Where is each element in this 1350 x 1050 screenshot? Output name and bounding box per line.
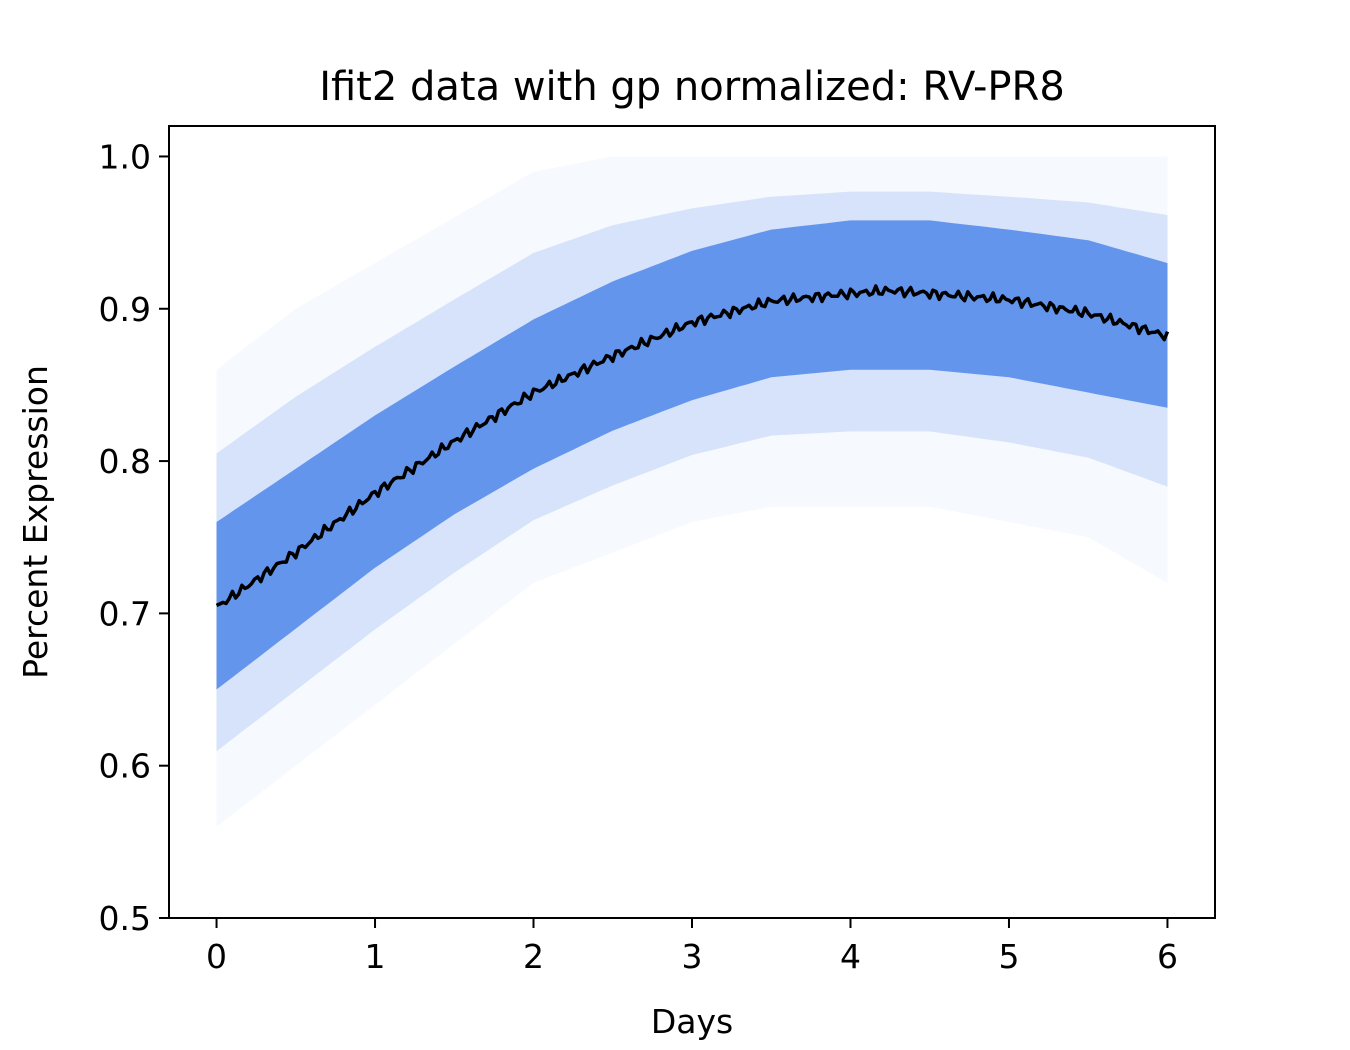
y-tick-label: 0.5 [99, 899, 151, 938]
mean-line [215, 284, 1170, 608]
x-tick-label: 2 [523, 937, 544, 976]
chart-title: Ifit2 data with gp normalized: RV-PR8 [319, 64, 1065, 110]
y-axis: 0.5 0.6 0.7 0.8 0.9 1.0 [99, 137, 169, 938]
sample-band-core [216, 220, 1168, 690]
y-axis-label: Percent Expression [16, 365, 55, 679]
y-tick-label: 0.8 [99, 442, 151, 481]
x-tick-label: 0 [206, 937, 227, 976]
x-axis: 0 1 2 3 4 5 6 [206, 918, 1178, 976]
y-tick-label: 0.7 [99, 594, 151, 633]
y-tick-label: 0.6 [99, 747, 151, 786]
x-axis-label: Days [651, 1002, 733, 1041]
sample-band [216, 156, 1168, 827]
mean-line-layer [215, 284, 1170, 608]
y-tick-label: 0.9 [99, 290, 151, 329]
x-tick-label: 5 [998, 937, 1019, 976]
x-tick-label: 3 [682, 937, 703, 976]
x-tick-label: 4 [840, 937, 861, 976]
y-tick-label: 1.0 [99, 137, 151, 176]
x-tick-label: 1 [365, 937, 386, 976]
x-tick-label: 6 [1157, 937, 1178, 976]
